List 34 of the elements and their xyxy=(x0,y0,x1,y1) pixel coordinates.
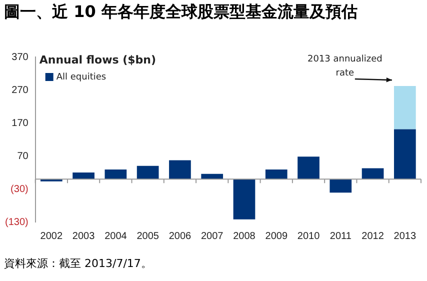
x-tick-label: 2006 xyxy=(168,230,192,242)
x-tick-label: 2011 xyxy=(330,230,352,242)
bar xyxy=(394,86,416,130)
chart-title: 圖一、近 10 年各年度全球股票型基金流量及預估 xyxy=(4,2,358,23)
x-tick-label: 2004 xyxy=(104,230,128,242)
bar xyxy=(72,172,94,180)
bar xyxy=(104,170,127,180)
bar xyxy=(362,168,384,180)
bar xyxy=(330,179,352,193)
bar xyxy=(298,156,320,180)
x-tick-label: 2010 xyxy=(297,230,320,242)
x-tick-label: 2005 xyxy=(136,230,160,242)
x-tick-label: 2012 xyxy=(362,230,384,242)
y-axis-title: Annual flows ($bn) xyxy=(39,53,156,66)
bar xyxy=(233,179,256,220)
source-note: 資料來源：截至 2013/7/17。 xyxy=(4,256,152,271)
x-tick-label: 2009 xyxy=(265,230,288,242)
y-tick-label: 170 xyxy=(12,118,29,129)
bar xyxy=(169,160,191,180)
bar xyxy=(136,166,159,180)
annotation: 2013 annualized rate xyxy=(307,54,382,78)
bar xyxy=(265,170,288,180)
y-tick-label: 70 xyxy=(17,150,29,162)
y-tick-label: (30) xyxy=(10,184,28,195)
x-tick-label: 2013 xyxy=(394,230,416,242)
x-tick-label: 2003 xyxy=(72,230,96,242)
x-tick-label: 2002 xyxy=(40,230,63,242)
legend-label: All equities xyxy=(56,72,106,82)
y-tick-label: 270 xyxy=(12,84,29,96)
y-tick-label: 370 xyxy=(12,52,29,63)
y-tick-label: (130) xyxy=(4,216,28,228)
x-tick-label: 2008 xyxy=(233,230,256,242)
bar xyxy=(394,129,416,180)
x-tick-label: 2007 xyxy=(200,230,224,242)
